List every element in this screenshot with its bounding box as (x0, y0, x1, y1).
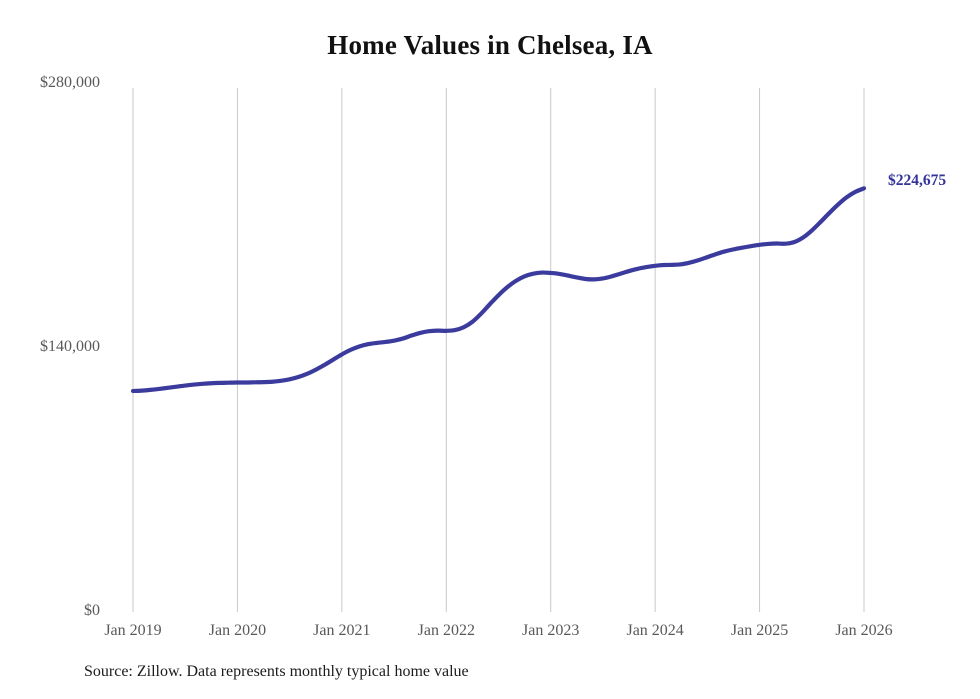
source-note: Source: Zillow. Data represents monthly … (84, 663, 469, 680)
page-title: Home Values in Chelsea, IA (327, 30, 653, 60)
x-axis-tick-label: Jan 2019 (104, 622, 162, 639)
x-axis-tick-label: Jan 2022 (417, 622, 475, 639)
x-axis-tick-label: Jan 2026 (835, 622, 893, 639)
y-axis-tick-label: $0 (84, 602, 100, 619)
home-value-series-line (130, 186, 867, 394)
x-axis-tick-label: Jan 2025 (730, 622, 789, 639)
x-axis-tick-label: Jan 2020 (208, 622, 267, 639)
y-axis-tick-label: $140,000 (40, 338, 100, 355)
y-axis-tick-label: $280,000 (40, 74, 100, 91)
x-axis-tick-label: Jan 2021 (313, 622, 371, 639)
end-value-annotation: $224,675 (888, 172, 947, 190)
x-axis-tick-label: Jan 2023 (522, 622, 580, 639)
gridlines (132, 88, 865, 612)
x-axis-tick-label: Jan 2024 (626, 622, 684, 639)
